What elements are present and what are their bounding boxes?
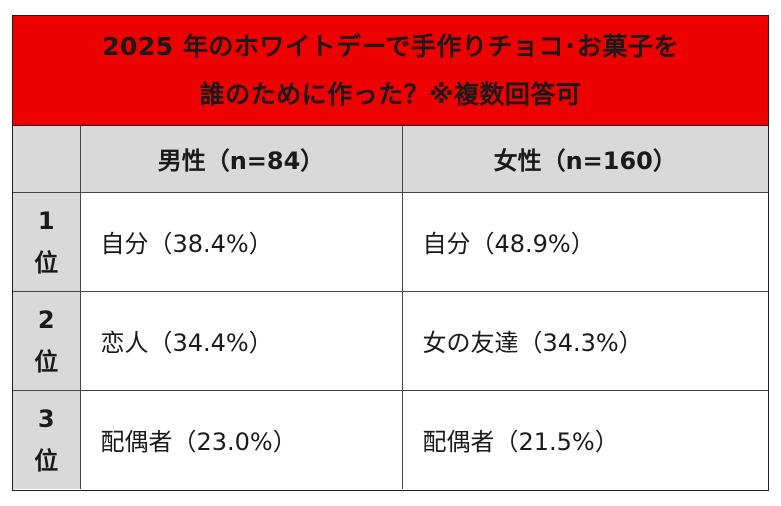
table-row: 3 位 配偶者（23.0%） 配偶者（21.5%） — [13, 389, 768, 489]
header-corner-cell — [13, 126, 81, 193]
table-row: 1 位 自分（38.4%） 自分（48.9%） — [13, 191, 768, 292]
rank-suffix: 位 — [34, 347, 59, 376]
title-line-1: 2025 年のホワイトデーで手作りチョコ･お菓子を — [102, 31, 679, 61]
male-answer-cell: 自分（38.4%） — [79, 191, 403, 292]
rank-number: 3 — [37, 404, 55, 433]
header-row: 男性（n=84） 女性（n=160） — [13, 126, 768, 193]
table-title: 2025 年のホワイトデーで手作りチョコ･お菓子を 誰のために作った？※複数回答… — [13, 16, 768, 126]
female-answer-cell: 配偶者（21.5%） — [401, 389, 768, 489]
table-row: 2 位 恋人（34.4%） 女の友達（34.3%） — [13, 290, 768, 391]
header-male: 男性（n=84） — [79, 126, 403, 193]
rank-cell: 1 位 — [13, 191, 81, 292]
rank-suffix: 位 — [34, 446, 59, 475]
ranking-table: 男性（n=84） 女性（n=160） 1 位 自分（38.4%） 自分（48.9… — [13, 126, 768, 489]
female-answer-cell: 自分（48.9%） — [401, 191, 768, 292]
header-female: 女性（n=160） — [401, 126, 768, 193]
rank-number: 1 — [37, 206, 55, 235]
survey-table-frame: 2025 年のホワイトデーで手作りチョコ･お菓子を 誰のために作った？※複数回答… — [12, 15, 769, 491]
male-answer-cell: 恋人（34.4%） — [79, 290, 403, 391]
male-answer-cell: 配偶者（23.0%） — [79, 389, 403, 489]
rank-cell: 3 位 — [13, 389, 81, 489]
title-line-2: 誰のために作った？※複数回答可 — [199, 79, 582, 109]
rank-number: 2 — [37, 305, 55, 334]
rank-cell: 2 位 — [13, 290, 81, 391]
female-answer-cell: 女の友達（34.3%） — [401, 290, 768, 391]
rank-suffix: 位 — [34, 248, 59, 277]
